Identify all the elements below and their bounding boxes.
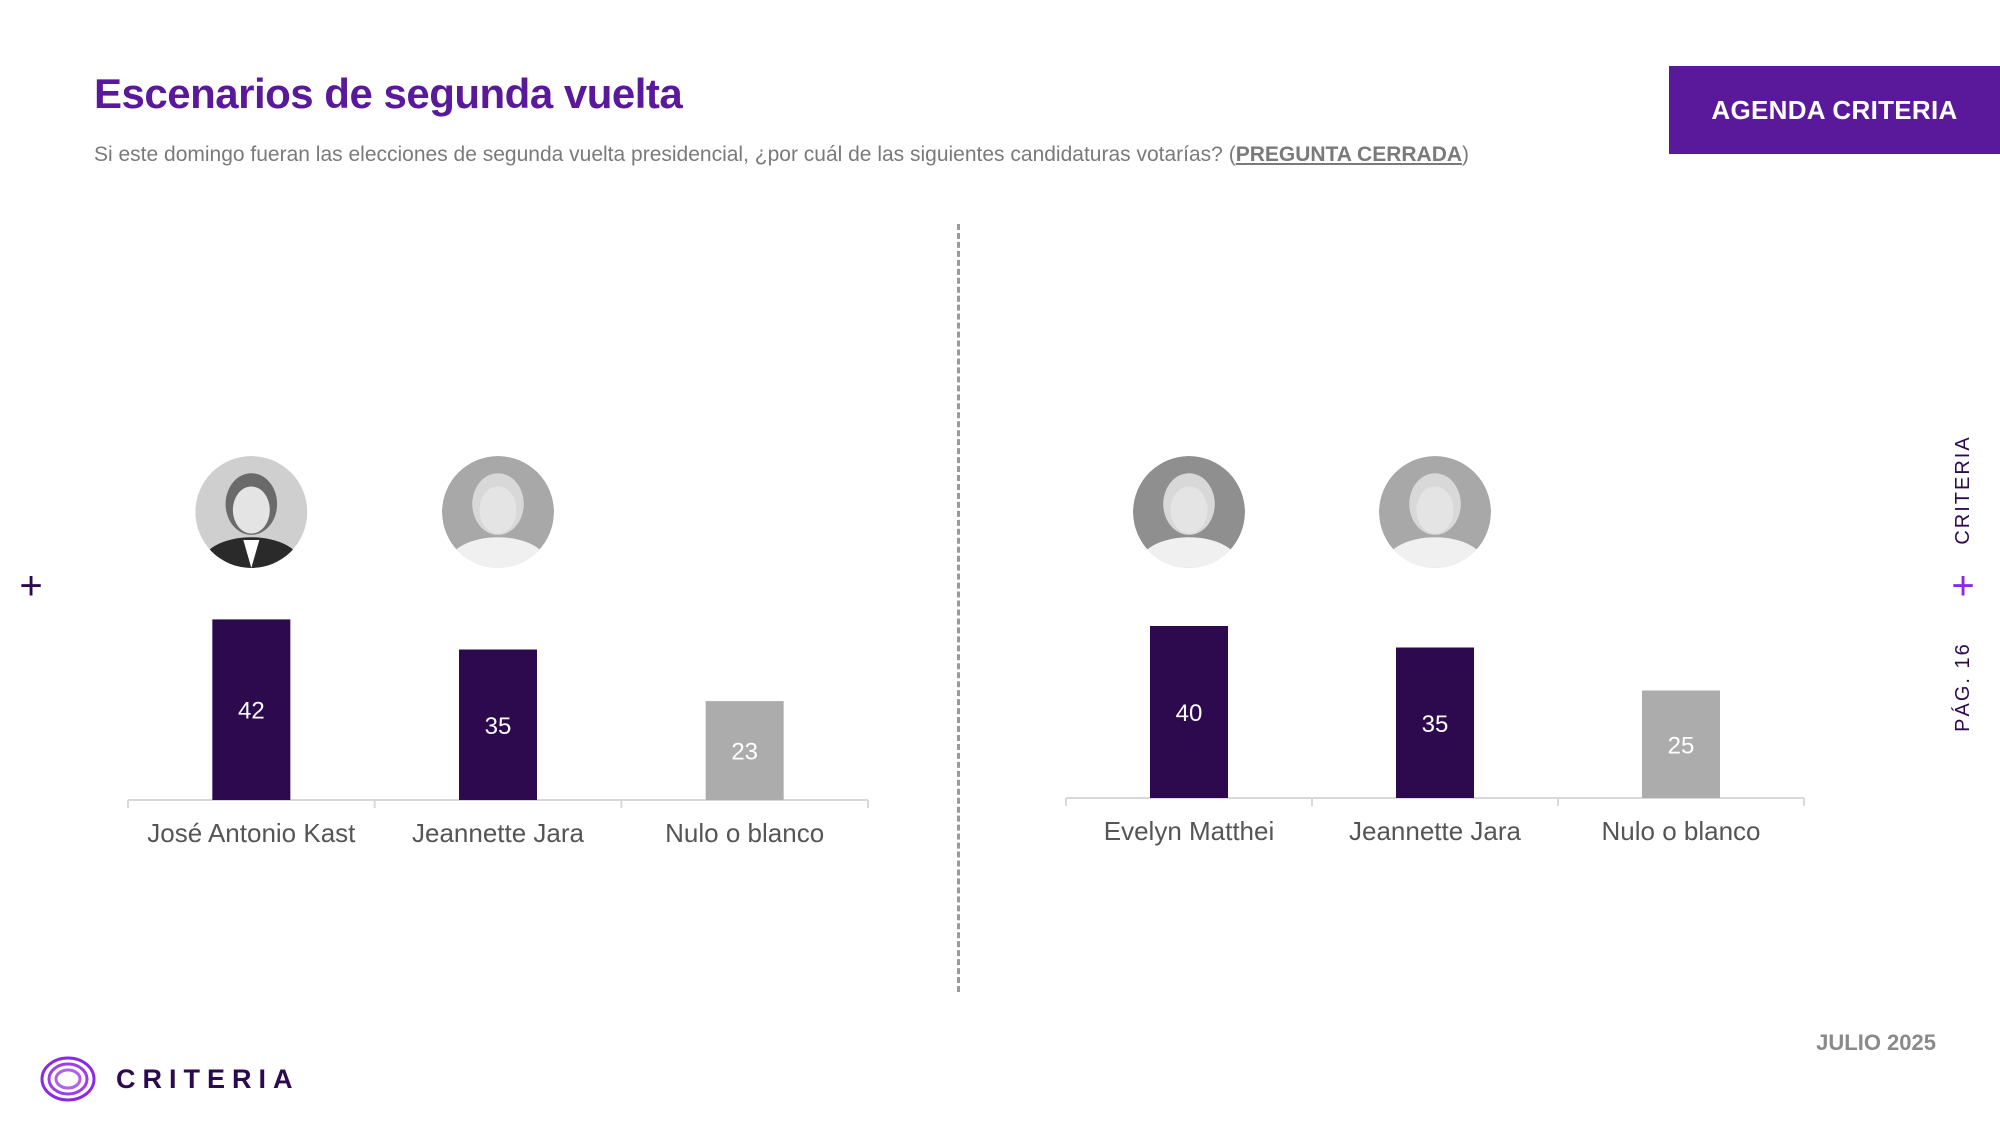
page-title: Escenarios de segunda vuelta <box>94 70 683 117</box>
bar <box>1396 647 1474 798</box>
candidate-photo-1-1 <box>195 456 308 568</box>
bar <box>212 619 291 800</box>
bar-value-label: 40 <box>1176 700 1203 727</box>
bar <box>1642 690 1720 798</box>
plus-icon-left: + <box>19 564 43 608</box>
bar <box>459 649 537 800</box>
chart-panel-1: 42 José Antonio Kast 35 Jeannette Jara 23 Nul… <box>127 456 869 848</box>
logo-wordmark: CRITERIA <box>116 1063 300 1094</box>
criteria-logo: CRITERIA <box>40 1056 300 1102</box>
category-label: Jeannette Jara <box>412 818 585 848</box>
paren-close: ) <box>1462 143 1470 166</box>
chart-panel-2: 40 Evelyn Matthei 35 Jeannette Jara 25 Nulo o… <box>1065 456 1805 846</box>
closed-question-link[interactable]: PREGUNTA CERRADA <box>1235 143 1463 166</box>
bar <box>1150 626 1228 798</box>
category-label: José Antonio Kast <box>147 818 356 848</box>
plus-icon-right: + <box>1951 564 1975 608</box>
bar-value-label: 23 <box>731 739 758 766</box>
candidate-photo-1-2 <box>442 456 554 568</box>
category-label: Nulo o blanco <box>665 818 824 848</box>
footer-date: JULIO 2025 <box>1816 1030 1936 1055</box>
bar-value-label: 35 <box>1422 711 1449 738</box>
candidate-photo-2-1 <box>1133 456 1245 568</box>
scenario-divider <box>957 224 960 992</box>
bar-value-label: 35 <box>485 713 512 740</box>
paren-open: ( <box>1222 143 1236 166</box>
bar-value-label: 42 <box>238 698 265 725</box>
page-subtitle: Si este domingo fueran las elecciones de… <box>94 143 1469 167</box>
category-label: Jeannette Jara <box>1349 816 1522 846</box>
category-label: Evelyn Matthei <box>1104 816 1275 846</box>
criteria-logo-icon <box>40 1056 96 1102</box>
question-text: Si este domingo fueran las elecciones de… <box>94 143 1223 166</box>
bar-value-label: 25 <box>1668 732 1695 759</box>
agenda-badge: AGENDA CRITERIA <box>1669 66 2000 154</box>
candidate-photo-2-2 <box>1379 456 1491 568</box>
bar <box>705 701 784 800</box>
category-label: Nulo o blanco <box>1602 816 1761 846</box>
